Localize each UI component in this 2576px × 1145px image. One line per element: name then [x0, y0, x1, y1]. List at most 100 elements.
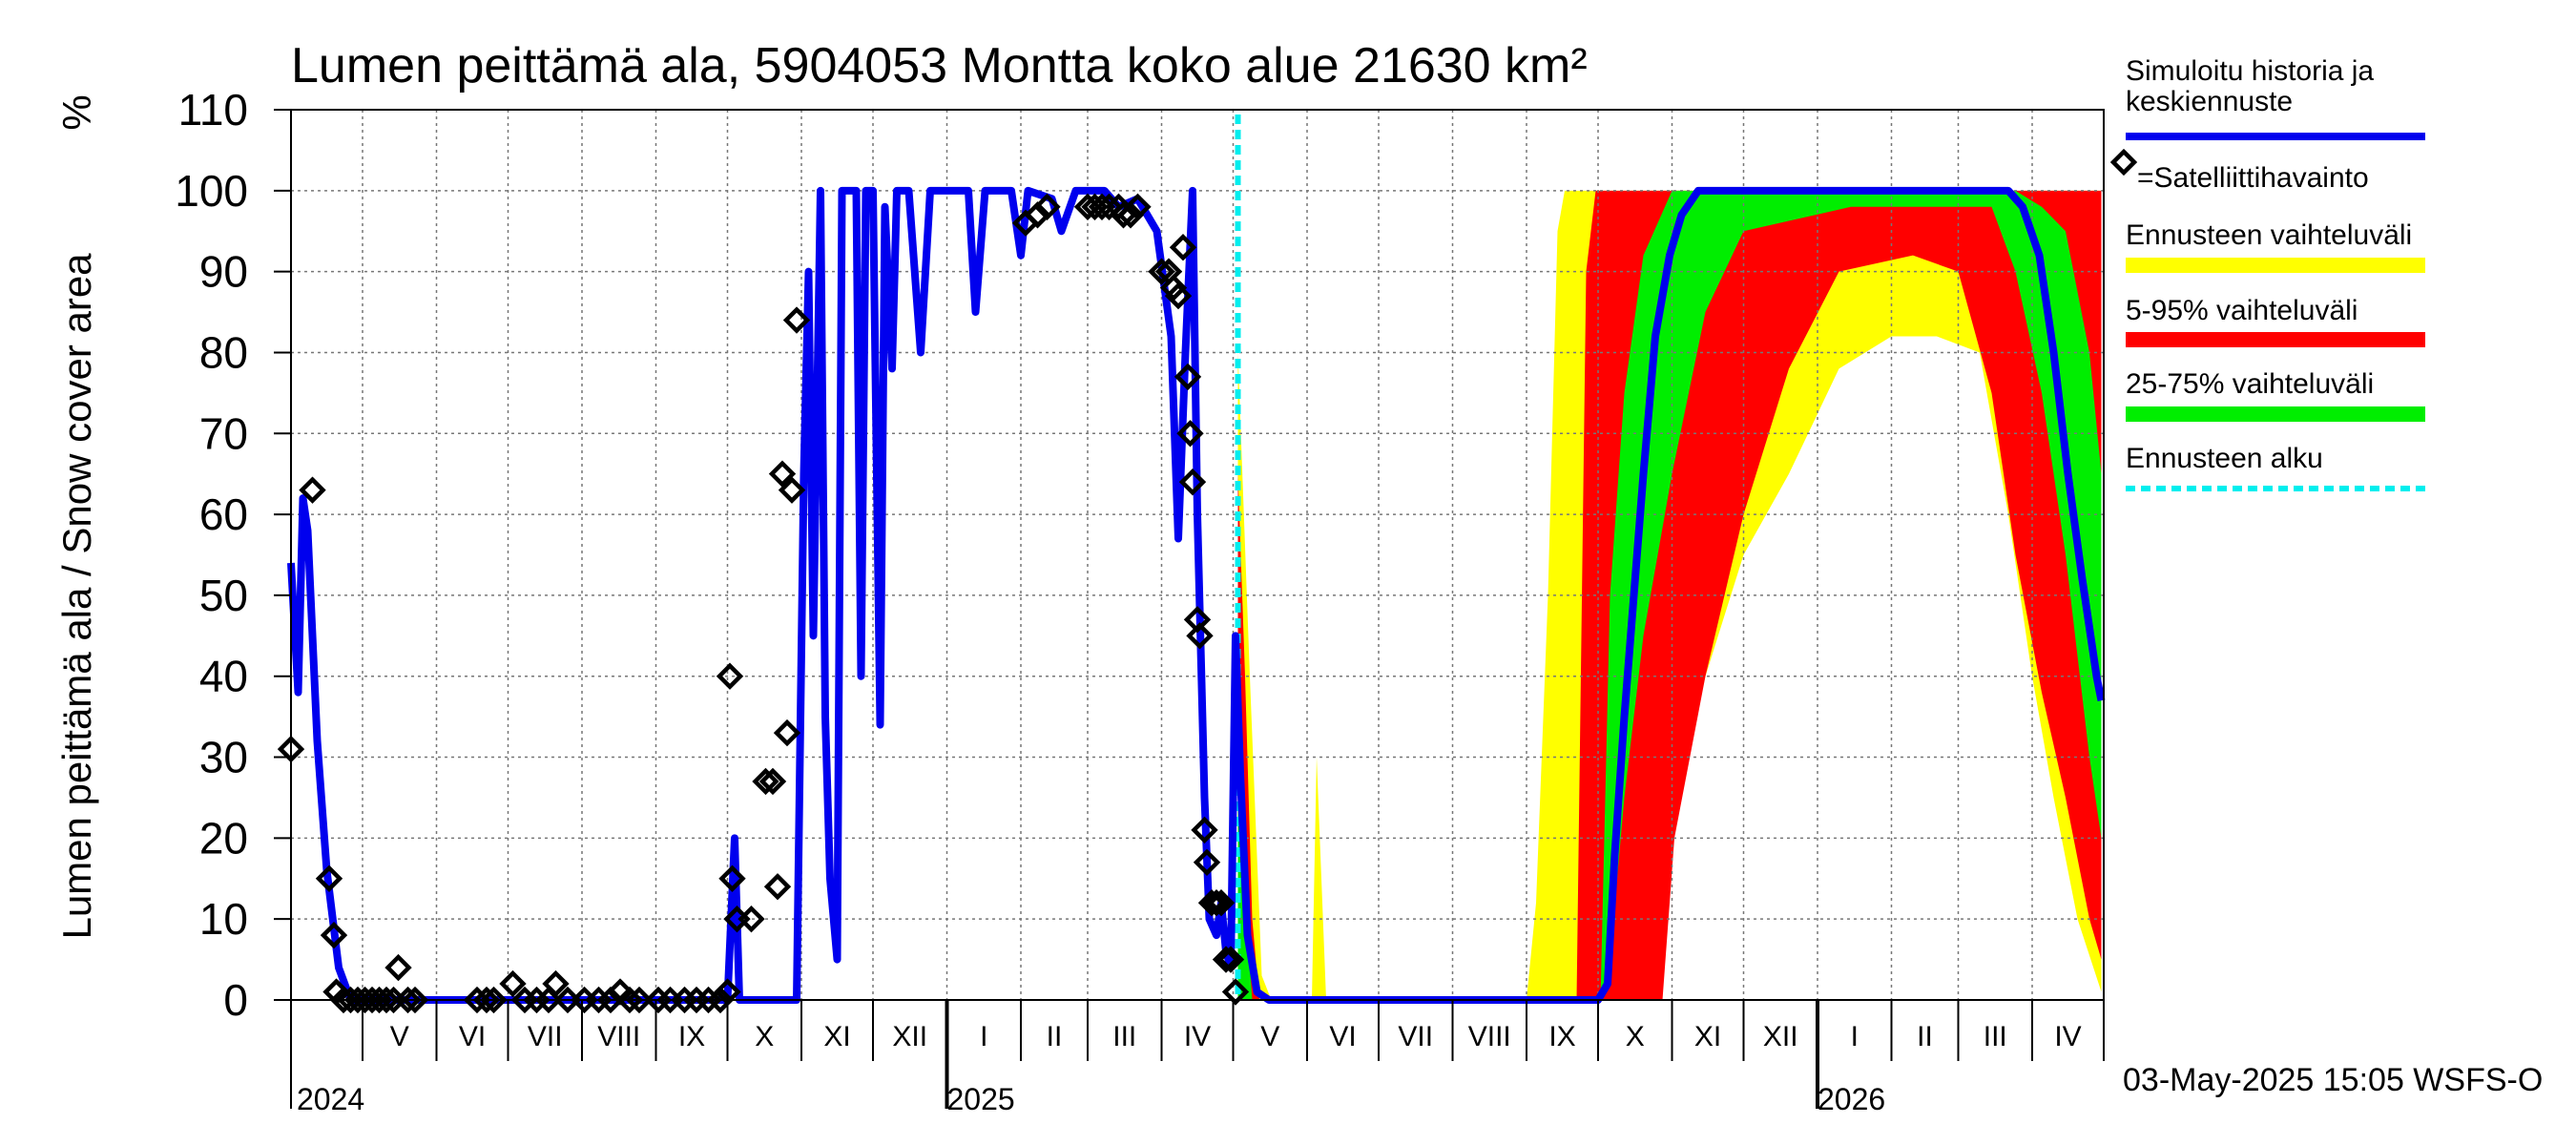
x-month-label: XII [892, 1021, 927, 1052]
y-tick-label: 60 [199, 489, 248, 539]
observation-marker [1216, 946, 1245, 973]
footer-timestamp: 03-May-2025 15:05 WSFS-O [2123, 1062, 2544, 1098]
legend-label-simulated: Simuloitu historia ja [2126, 55, 2374, 87]
observation-marker [778, 476, 806, 504]
y-tick-label: 80 [199, 327, 248, 377]
y-axis-label: Lumen peittämä ala / Snow cover area [54, 253, 99, 940]
observation-marker [782, 306, 811, 334]
observation-marker [768, 460, 797, 488]
observation-marker [1193, 848, 1221, 876]
observation-marker [1191, 816, 1218, 844]
x-month-label: III [1112, 1021, 1136, 1052]
y-tick-label: 110 [178, 85, 248, 135]
observation-marker [1207, 889, 1236, 917]
observation-marker [480, 986, 508, 1014]
x-month-label: XII [1763, 1021, 1798, 1052]
legend-label-observation: =Satelliittihavainto [2137, 162, 2369, 194]
observation-marker [716, 662, 744, 690]
observation-marker [1116, 201, 1145, 229]
x-month-label: I [1851, 1021, 1859, 1052]
x-year-label: 2025 [947, 1082, 1015, 1116]
observation-marker [1148, 258, 1175, 285]
observation-marker [1202, 889, 1231, 917]
x-month-label: XI [1694, 1021, 1721, 1052]
observation-marker [499, 969, 527, 998]
observation-marker [1176, 420, 1204, 448]
x-month-label: VI [459, 1021, 486, 1052]
observation-marker [1178, 468, 1207, 496]
observation-marker [1124, 193, 1152, 220]
observation-marker [718, 864, 746, 892]
observation-marker [1169, 234, 1197, 261]
y-tick-label: 70 [199, 408, 248, 458]
observation-marker [1159, 274, 1188, 302]
y-axis-unit: % [54, 94, 99, 130]
x-month-label: IV [1184, 1021, 1211, 1052]
x-month-label: IX [1548, 1021, 1575, 1052]
x-month-label: VI [1329, 1021, 1356, 1052]
observation-marker [384, 953, 412, 982]
x-month-label: VII [1398, 1021, 1433, 1052]
y-tick-label: 10 [199, 894, 248, 944]
legend-label-5-95: 5-95% vaihteluväli [2126, 295, 2358, 326]
x-month-label: I [980, 1021, 987, 1052]
x-month-label: XI [823, 1021, 850, 1052]
y-tick-label: 0 [223, 975, 248, 1025]
y-tick-label: 90 [199, 247, 248, 297]
observation-marker [596, 986, 625, 1014]
observation-marker [1174, 363, 1202, 391]
observation-marker [615, 986, 644, 1014]
observation-marker [1033, 193, 1061, 220]
x-month-label: III [1984, 1021, 2007, 1052]
observation-marker [1164, 281, 1193, 310]
observation-marker [773, 718, 801, 747]
observation-marker [315, 864, 343, 892]
x-month-label: II [1917, 1021, 1933, 1052]
observation-marker [625, 986, 654, 1014]
observation-marker [763, 873, 792, 901]
observation-marker [542, 969, 570, 998]
observation-marker [394, 986, 422, 1014]
legend-label-simulated: keskiennuste [2126, 86, 2293, 117]
observation-marker [752, 767, 779, 796]
x-month-label: X [1626, 1021, 1645, 1052]
y-tick-label: 20 [199, 813, 248, 863]
x-month-label: X [755, 1021, 774, 1052]
y-tick-label: 50 [199, 571, 248, 620]
observation-marker [320, 921, 348, 949]
observation-marker [706, 986, 735, 1014]
legend-swatch-observation [2109, 148, 2138, 177]
band-1 [1237, 190, 2102, 1000]
x-month-label: VIII [1468, 1021, 1511, 1052]
observation-marker [1186, 622, 1214, 650]
observation-marker [1024, 201, 1051, 229]
x-month-label: V [1260, 1021, 1279, 1052]
x-year-label: 2026 [1818, 1082, 1885, 1116]
chart-title: Lumen peittämä ala, 5904053 Montta koko … [291, 38, 1588, 94]
observation-marker [372, 986, 401, 1014]
legend-label-25-75: 25-75% vaihteluväli [2126, 368, 2374, 400]
observation-marker [1095, 193, 1123, 220]
observation-marker [1221, 978, 1250, 1006]
series-line-0 [287, 186, 2106, 1004]
observations-layer [277, 193, 1250, 1014]
x-month-label: IV [2054, 1021, 2081, 1052]
observation-marker [299, 476, 326, 504]
observation-marker [737, 905, 765, 933]
observation-marker [758, 767, 787, 796]
y-tick-label: 30 [199, 733, 248, 782]
plot-frame [290, 109, 2105, 1001]
x-month-label: VIII [597, 1021, 640, 1052]
y-tick-label: 100 [175, 166, 248, 216]
grid [291, 109, 2104, 1000]
series-layer [287, 186, 2106, 1004]
observation-marker [1105, 193, 1132, 220]
observation-marker [401, 986, 429, 1014]
observation-marker [1197, 889, 1226, 917]
forecast-bands [1237, 190, 2102, 1000]
x-month-label: VII [528, 1021, 563, 1052]
legend-label-forecast-range: Ennusteen vaihteluväli [2126, 219, 2412, 251]
legend-label-forecast-start: Ennusteen alku [2126, 443, 2323, 474]
x-month-label: IX [678, 1021, 705, 1052]
